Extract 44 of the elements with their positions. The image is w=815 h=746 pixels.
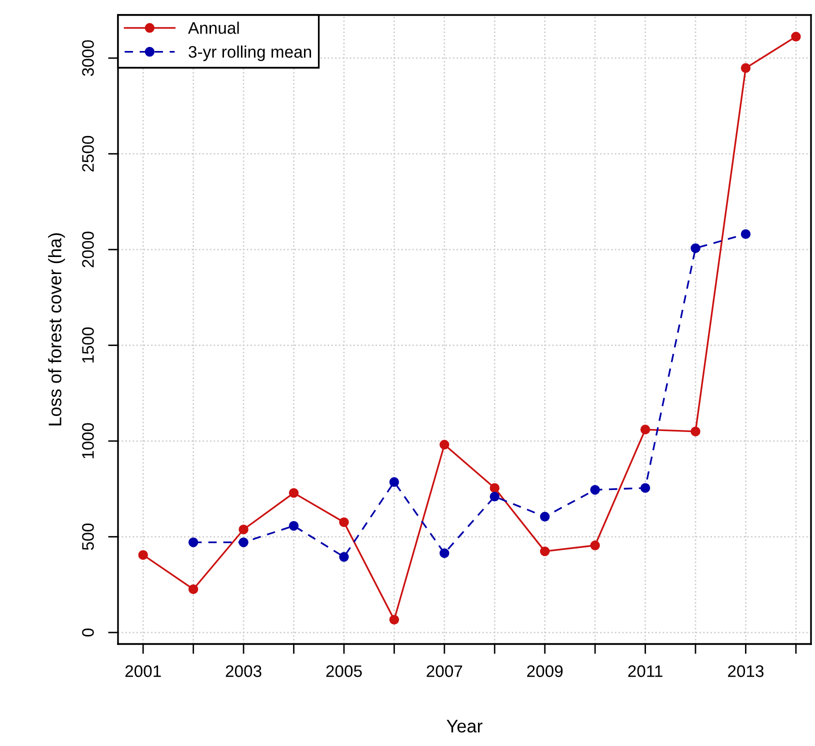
point xyxy=(640,424,650,434)
point xyxy=(540,546,550,556)
point xyxy=(690,426,700,436)
point xyxy=(690,243,700,254)
y-axis-title: Loss of forest cover (ha) xyxy=(48,233,65,426)
point xyxy=(138,550,148,560)
y-tick-label: 3000 xyxy=(82,40,94,76)
y-tick-label: 1500 xyxy=(82,327,94,363)
y-tick-label: 0 xyxy=(82,628,94,636)
y-tick-label: 500 xyxy=(82,524,94,550)
point xyxy=(288,488,299,498)
point xyxy=(590,485,600,495)
point xyxy=(389,477,400,487)
point xyxy=(740,63,751,73)
x-tick-label: 2011 xyxy=(628,665,662,678)
legend-label: 3-yr rolling mean xyxy=(188,46,312,62)
point xyxy=(238,537,248,548)
point xyxy=(440,548,450,558)
point xyxy=(791,32,801,42)
point xyxy=(740,229,751,239)
x-tick-label: 2007 xyxy=(426,665,462,678)
x-tick-label: 2003 xyxy=(226,665,262,678)
y-tick-label: 2500 xyxy=(82,136,94,172)
point xyxy=(640,483,650,493)
point xyxy=(339,517,349,528)
x-axis-title: Year xyxy=(446,720,482,733)
point xyxy=(540,512,550,522)
legend-label: Annual xyxy=(188,22,239,34)
point xyxy=(490,492,500,502)
point xyxy=(288,521,299,531)
x-tick-label: 2001 xyxy=(125,665,161,678)
y-tick-label: 2000 xyxy=(82,232,94,268)
x-tick-label: 2013 xyxy=(728,665,764,678)
point xyxy=(188,537,198,548)
y-tick-label: 1000 xyxy=(82,423,94,458)
point xyxy=(440,440,450,450)
point xyxy=(188,584,198,594)
point xyxy=(238,524,248,534)
x-tick-label: 2005 xyxy=(326,665,362,678)
point xyxy=(490,483,500,493)
point xyxy=(590,540,600,550)
point xyxy=(389,614,400,625)
x-tick-label: 2009 xyxy=(527,665,563,678)
point xyxy=(339,552,349,562)
